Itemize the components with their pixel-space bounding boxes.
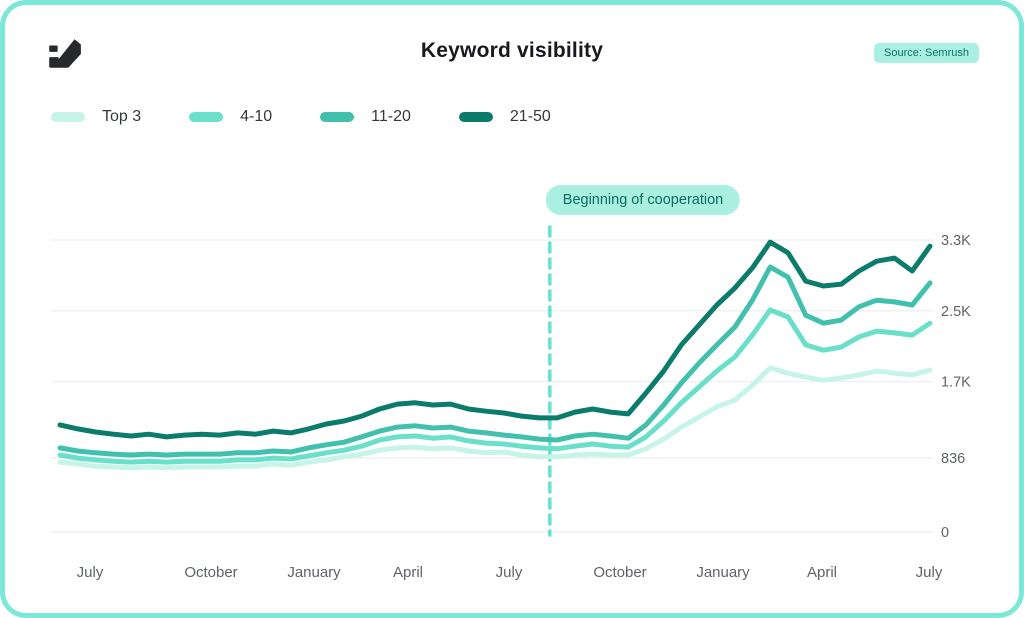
- annotation-badge: Beginning of cooperation: [545, 185, 741, 215]
- legend-swatch-11-20-icon: [320, 112, 355, 122]
- source-badge: Source: Semrush: [874, 43, 979, 63]
- y-axis-tick-label: 1.7K: [941, 375, 971, 391]
- page-title: Keyword visibility: [420, 39, 604, 62]
- brand-logo-icon: [49, 39, 81, 68]
- series-line-4-10: [57, 307, 933, 465]
- series-line-21-50: [57, 239, 933, 440]
- legend-item-4-10[interactable]: 4-10: [189, 108, 272, 126]
- keyword-visibility-chart: 0 836 1.7K 2.5K 3.3K July October January April J…: [51, 225, 971, 581]
- y-axis-tick-label: 2.5K: [941, 304, 971, 320]
- legend-swatch-4-10-icon: [189, 112, 224, 122]
- series-line-11-20: [57, 264, 933, 458]
- chart-legend: Top 3 4-10 11-20 21-50: [51, 108, 551, 126]
- legend-item-11-20[interactable]: 11-20: [320, 108, 411, 126]
- legend-item-top3[interactable]: Top 3: [51, 108, 141, 126]
- y-axis-tick-label: 836: [941, 451, 965, 467]
- legend-label-4-10: 4-10: [240, 108, 273, 125]
- series-line-top-3: [57, 365, 933, 471]
- x-axis-tick-label: January: [287, 564, 341, 581]
- y-axis-tick-label: 3.3K: [941, 233, 971, 249]
- x-axis-tick-label: April: [807, 564, 837, 581]
- legend-swatch-21-50-icon: [458, 112, 493, 122]
- x-axis-tick-label: July: [496, 564, 523, 581]
- x-axis-tick-label: July: [916, 564, 943, 581]
- x-axis-tick-label: October: [593, 564, 646, 581]
- legend-label-21-50: 21-50: [509, 108, 551, 125]
- x-axis-tick-label: October: [184, 564, 237, 581]
- legend-item-21-50[interactable]: 21-50: [458, 108, 551, 126]
- x-axis-tick-label: April: [393, 564, 423, 581]
- y-axis-tick-label: 0: [941, 525, 949, 541]
- legend-swatch-top3-icon: [51, 112, 85, 122]
- x-axis-tick-label: July: [77, 564, 104, 581]
- legend-label-11-20: 11-20: [371, 108, 411, 125]
- legend-label-top3: Top 3: [102, 108, 142, 125]
- x-axis-tick-label: January: [696, 564, 750, 581]
